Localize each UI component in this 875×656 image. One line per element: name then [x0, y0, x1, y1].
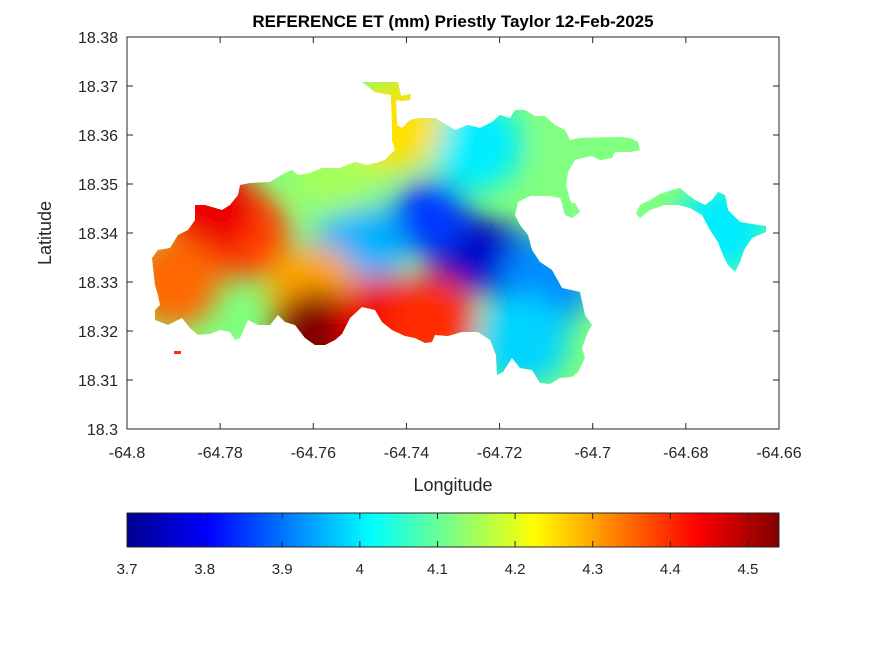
colorbar-ticks: 3.7 3.8 3.9 4 4.1 4.2 4.3 4.4 4.5: [117, 513, 759, 578]
y-tick-label: 18.31: [78, 373, 118, 390]
colorbar-tick-label: 4.1: [427, 561, 448, 578]
y-tick-label: 18.37: [78, 79, 118, 96]
colorbar-tick-label: 3.7: [117, 561, 138, 578]
y-tick-label: 18.3: [87, 422, 118, 439]
colorbar-tick-label: 3.8: [194, 561, 215, 578]
colorbar-tick-label: 4.3: [582, 561, 603, 578]
y-tick-label: 18.32: [78, 324, 118, 341]
x-tick-label: -64.7: [574, 445, 611, 462]
colorbar-tick-label: 4.5: [738, 561, 759, 578]
y-tick-label: 18.38: [78, 30, 118, 47]
y-tick-label: 18.34: [78, 226, 118, 243]
colorbar-tick-label: 4.4: [660, 561, 681, 578]
x-tick-label: -64.76: [291, 445, 336, 462]
x-tick-label: -64.66: [756, 445, 801, 462]
colorbar: [126, 512, 780, 548]
y-tick-label: 18.33: [78, 275, 118, 292]
y-axis: 18.3 18.31 18.32 18.33 18.34 18.35 18.36 18.37 1…: [78, 30, 779, 439]
x-axis: -64.8 -64.78 -64.76 -64.74 -64.72 -64.7 -64.68…: [109, 37, 802, 462]
field-sample-2: [391, 180, 468, 257]
y-tick-label: 18.36: [78, 128, 118, 145]
colorbar-tick-label: 3.9: [272, 561, 293, 578]
x-tick-label: -64.8: [109, 445, 146, 462]
x-tick-label: -64.68: [663, 445, 708, 462]
colorbar-tick-label: 4.2: [505, 561, 526, 578]
x-tick-label: -64.72: [477, 445, 522, 462]
field-sample-12: [152, 236, 220, 328]
x-tick-label: -64.74: [384, 445, 429, 462]
colorbar-tick-label: 4: [356, 561, 364, 578]
x-tick-label: -64.78: [197, 445, 242, 462]
islet: [174, 351, 181, 354]
y-tick-label: 18.35: [78, 177, 118, 194]
x-axis-label: Longitude: [413, 475, 492, 495]
field-sample-6: [476, 294, 569, 384]
chart-title: REFERENCE ET (mm) Priestly Taylor 12-Feb…: [252, 12, 653, 31]
y-axis-label: Latitude: [35, 201, 55, 265]
